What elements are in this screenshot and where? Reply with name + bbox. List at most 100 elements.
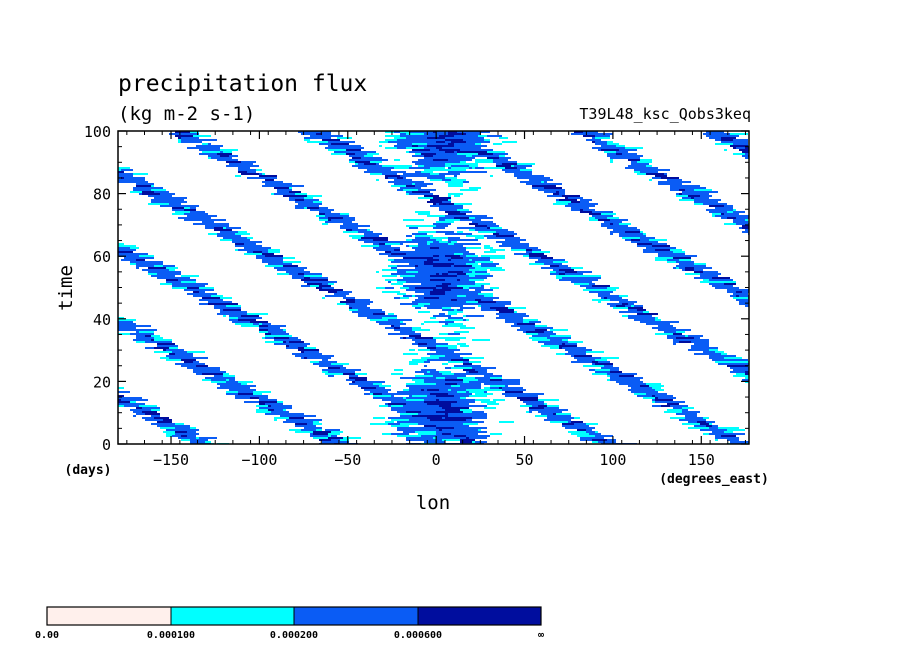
precip-cell (730, 437, 739, 439)
precip-cell (628, 233, 634, 235)
precip-cell (388, 323, 406, 325)
precip-cell (436, 131, 442, 133)
precip-cell (295, 431, 313, 433)
precip-cell (418, 281, 424, 283)
precip-cell (454, 215, 469, 217)
precip-cell (214, 299, 223, 301)
precip-cell (511, 325, 514, 327)
precip-cell (682, 409, 688, 411)
precip-cell (655, 175, 667, 177)
precip-cell (415, 417, 427, 419)
precip-cell (562, 341, 568, 343)
precip-cell (409, 151, 427, 153)
precip-cell (301, 279, 313, 281)
precip-cell (607, 371, 610, 373)
precip-cell (139, 187, 145, 189)
precip-cell (283, 333, 289, 335)
precip-cell (220, 155, 229, 157)
precip-cell (307, 357, 322, 359)
precip-cell (406, 245, 409, 247)
precip-cell (160, 193, 175, 195)
precip-cell (454, 209, 457, 211)
precip-cell (244, 239, 250, 241)
precip-cell (193, 217, 211, 219)
precip-cell (454, 297, 466, 299)
precip-cell (703, 279, 709, 281)
precip-cell (490, 307, 508, 309)
precip-cell (484, 405, 487, 407)
precip-cell (421, 247, 430, 249)
precip-cell (298, 349, 301, 351)
precip-cell (532, 337, 538, 339)
precip-cell (619, 223, 631, 225)
colorbar-label-3: 0.000600 (394, 630, 442, 641)
precip-cell (448, 375, 460, 377)
precip-cell (502, 379, 520, 381)
precip-cell (700, 353, 718, 355)
precip-cell (421, 369, 433, 371)
precip-cell (415, 251, 430, 253)
precip-cell (322, 287, 334, 289)
precip-cell (514, 311, 517, 313)
precip-cell (682, 197, 688, 199)
precip-cell (340, 141, 355, 143)
precip-cell (703, 271, 718, 273)
precip-cell (385, 241, 403, 243)
precip-cell (721, 355, 724, 357)
precip-cell (721, 435, 736, 437)
precip-cell (304, 347, 316, 349)
precip-cell (403, 429, 421, 431)
precip-cell (124, 405, 139, 407)
precip-cell (412, 301, 430, 303)
precip-cell (370, 319, 388, 321)
precip-cell (436, 435, 448, 437)
precip-cell (574, 427, 580, 429)
precip-cell (655, 401, 667, 403)
precip-cell (430, 149, 439, 151)
precip-cell (487, 305, 490, 307)
precip-cell (427, 259, 436, 261)
precip-cell (709, 429, 727, 431)
precip-cell (418, 189, 436, 191)
precip-cell (415, 371, 424, 373)
precip-cell (304, 355, 313, 357)
precip-cell (388, 403, 391, 405)
precip-cell (472, 271, 475, 273)
precip-cell (118, 167, 121, 169)
precip-cell (388, 319, 403, 321)
precip-cell (391, 251, 406, 253)
precip-cell (265, 181, 274, 183)
precip-cell (463, 293, 466, 295)
precip-cell (370, 165, 382, 167)
precip-cell (427, 439, 433, 441)
precip-cell (199, 149, 217, 151)
precip-cell (499, 315, 514, 317)
precip-cell (742, 215, 749, 217)
precip-cell (475, 217, 493, 219)
precip-cell (304, 419, 322, 421)
precip-cell (439, 255, 445, 257)
precip-cell (649, 173, 664, 175)
precip-cell (133, 333, 142, 335)
precip-cell (607, 303, 622, 305)
precip-cell (556, 201, 571, 203)
precip-cell (409, 377, 418, 379)
precip-cell (730, 295, 736, 297)
precip-cell (427, 343, 442, 345)
precip-cell (241, 325, 259, 327)
precip-cell (745, 369, 749, 371)
precip-cell (439, 241, 448, 243)
precip-cell (268, 249, 280, 251)
precip-cell (472, 265, 481, 267)
precip-cell (442, 201, 451, 203)
precip-cell (442, 283, 448, 285)
precip-cell (547, 415, 565, 417)
precip-cell (646, 173, 649, 175)
precip-cell (169, 425, 175, 427)
precip-cell (160, 427, 175, 429)
precip-cell (697, 421, 706, 423)
precip-cell (721, 137, 736, 139)
precip-cell (418, 141, 436, 143)
precip-cell (622, 303, 628, 305)
precip-cell (430, 423, 448, 425)
